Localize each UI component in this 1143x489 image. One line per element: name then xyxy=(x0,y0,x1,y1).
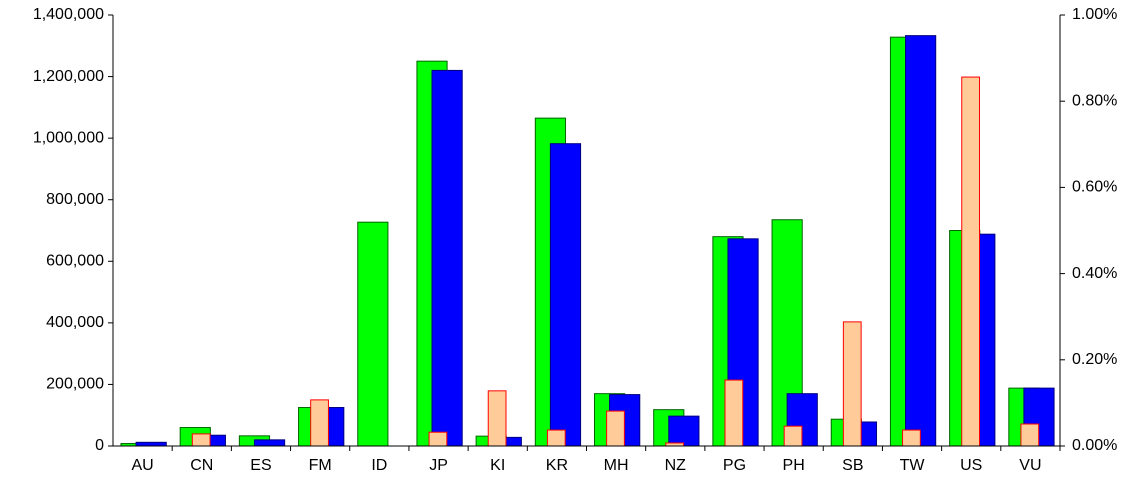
x-tick-label: VU xyxy=(1019,457,1041,474)
y2-tick-label: 0.80% xyxy=(1072,92,1117,109)
bar xyxy=(606,410,625,447)
y-tick-label: 1,400,000 xyxy=(33,6,104,23)
bar xyxy=(724,379,744,447)
bar xyxy=(135,441,167,447)
bar xyxy=(191,433,211,447)
bar xyxy=(253,439,286,447)
y2-tick-label: 0.00% xyxy=(1072,437,1117,454)
bar xyxy=(961,76,981,447)
x-tick-label: ID xyxy=(371,457,387,474)
y-tick-label: 1,000,000 xyxy=(33,129,104,146)
bar xyxy=(549,143,582,447)
y2-tick-label: 0.60% xyxy=(1072,179,1117,196)
y2-tick-label: 0.20% xyxy=(1072,351,1117,368)
bar xyxy=(310,399,329,447)
x-tick-label: NZ xyxy=(665,457,687,474)
y-tick-label: 1,200,000 xyxy=(33,68,104,85)
x-tick-label: ES xyxy=(250,457,271,474)
bar xyxy=(842,321,862,447)
y2-tick-label: 0.40% xyxy=(1072,265,1117,282)
x-tick-label: PG xyxy=(723,457,746,474)
x-tick-label: CN xyxy=(190,457,213,474)
bar xyxy=(357,221,389,447)
x-tick-label: JP xyxy=(429,457,448,474)
bar xyxy=(1020,423,1040,447)
y-tick-label: 0 xyxy=(95,437,104,454)
bar xyxy=(902,429,921,447)
bar xyxy=(783,425,803,447)
x-tick-label: TW xyxy=(900,457,926,474)
y-tick-label: 600,000 xyxy=(46,253,104,270)
bar xyxy=(431,69,463,447)
x-tick-label: SB xyxy=(842,457,863,474)
x-tick-label: PH xyxy=(783,457,805,474)
y-tick-label: 200,000 xyxy=(46,376,104,393)
bar xyxy=(668,415,700,447)
x-tick-label: KR xyxy=(546,457,568,474)
bar xyxy=(905,35,937,447)
x-tick-label: AU xyxy=(131,457,153,474)
y-tick-label: 800,000 xyxy=(46,191,104,208)
x-tick-label: KI xyxy=(490,457,505,474)
y2-tick-label: 1.00% xyxy=(1072,6,1117,23)
x-tick-label: US xyxy=(960,457,982,474)
x-tick-label: FM xyxy=(309,457,332,474)
bar xyxy=(546,429,566,447)
x-tick-label: MH xyxy=(604,457,629,474)
bar xyxy=(428,431,448,447)
y-tick-label: 400,000 xyxy=(46,314,104,331)
bar xyxy=(487,390,507,447)
